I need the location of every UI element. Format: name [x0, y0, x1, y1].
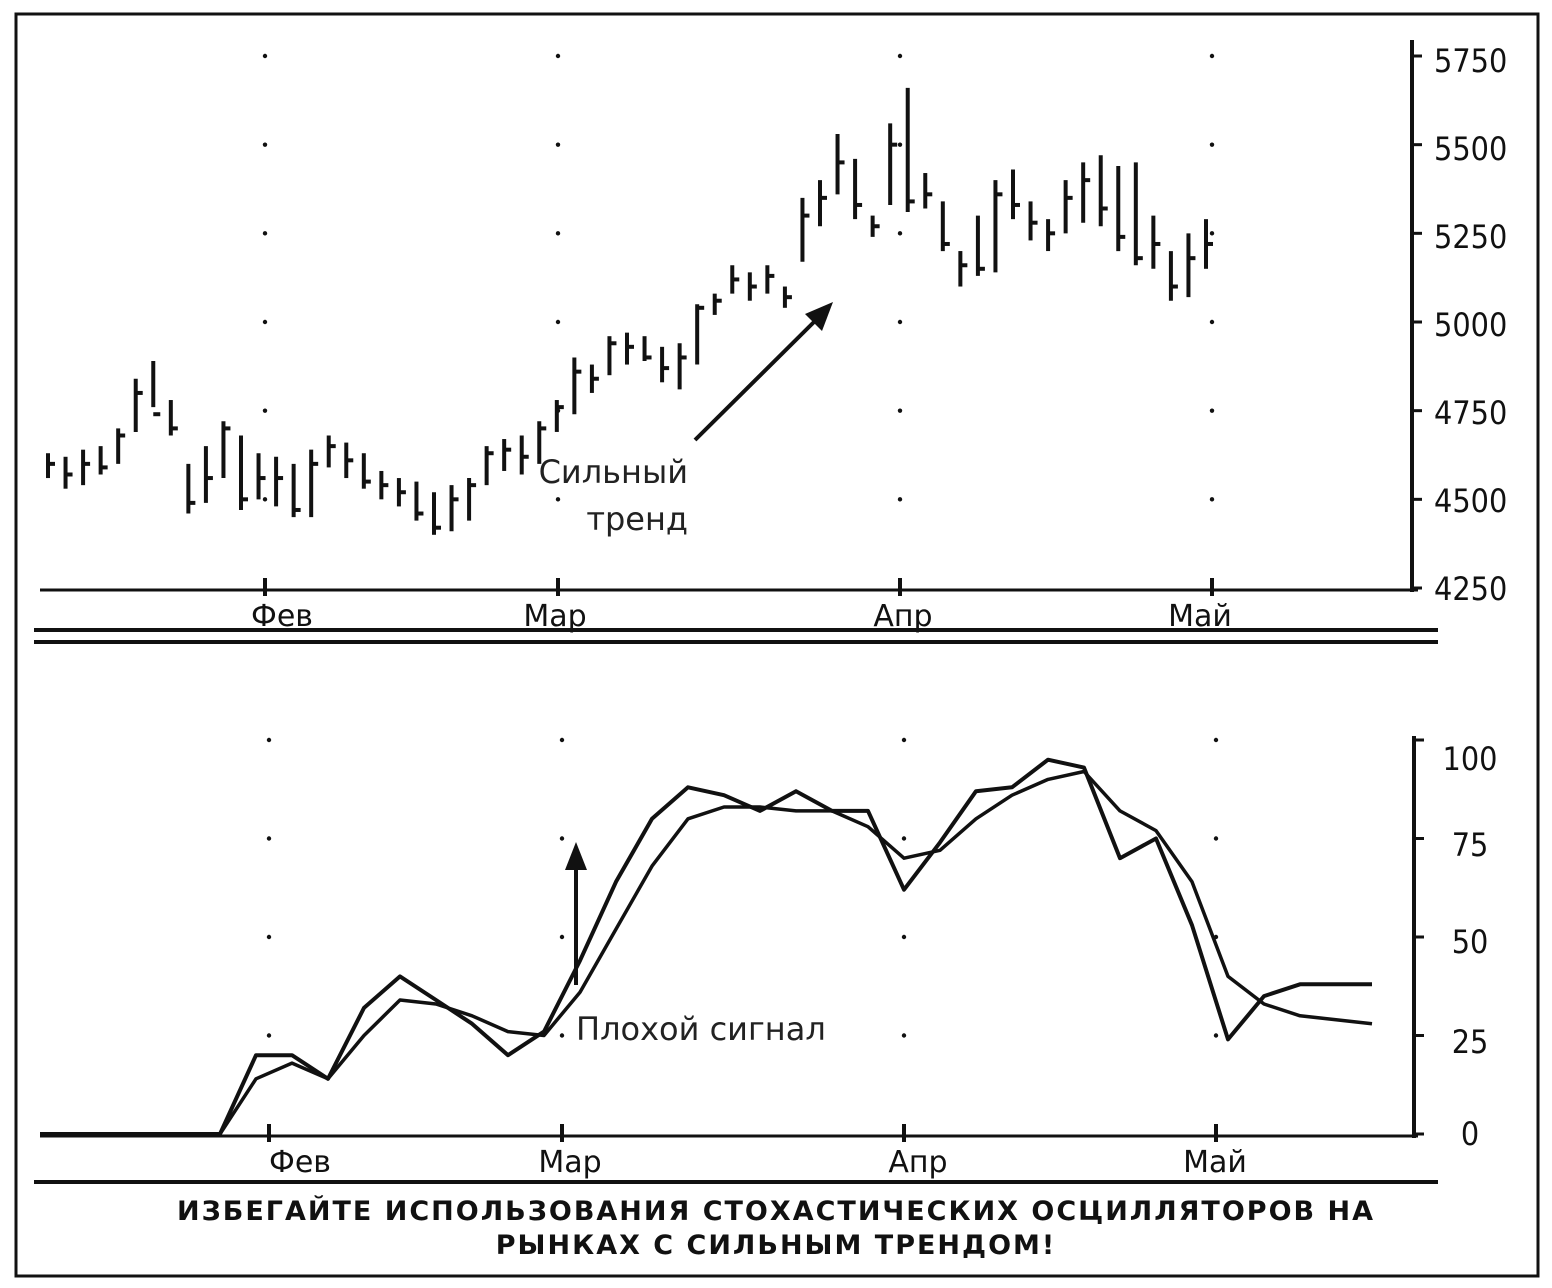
price-y-tick-label: 4250 — [1434, 570, 1507, 608]
price-grid-dot — [555, 53, 561, 59]
price-grid-dot — [897, 408, 903, 413]
price-y-tick-label: 5750 — [1434, 42, 1507, 80]
price-grid-dot — [262, 231, 268, 236]
price-grid-dots — [262, 53, 1215, 502]
price-y-tick-label: 4500 — [1434, 482, 1507, 520]
price-grid-dot — [555, 231, 561, 236]
caption-line-1: ИЗБЕГАЙТЕ ИСПОЛЬЗОВАНИЯ СТОХАСТИЧЕСКИХ О… — [177, 1195, 1375, 1227]
stochastic-grid-dot — [901, 737, 907, 743]
price-grid-dot — [555, 319, 561, 325]
stochastic-grid-dot — [1213, 1033, 1219, 1038]
trend-arrow-shaft — [693, 316, 820, 442]
price-y-tick-label: 5500 — [1434, 130, 1507, 168]
stochastic-d-line — [40, 769, 1373, 1136]
trend-arrow-head — [805, 302, 833, 331]
stochastic-lines — [40, 757, 1373, 1136]
stochastic-y-tick-label: 75 — [1452, 826, 1489, 864]
price-grid-dot — [1209, 319, 1215, 325]
price-bars — [46, 87, 1213, 535]
trend-annotation-line2: тренд — [586, 500, 688, 538]
price-grid-dot — [262, 497, 268, 502]
price-grid-dot — [897, 142, 903, 147]
stochastic-grid-dot — [266, 1033, 272, 1038]
price-grid-dot — [555, 142, 561, 147]
price-month-tick-marks — [263, 578, 1214, 596]
trend-annotation-line1: Сильный — [539, 453, 688, 491]
price-y-tick-label: 5250 — [1434, 218, 1507, 256]
price-y-tick-label: 5000 — [1434, 306, 1507, 344]
price-grid-dot — [262, 319, 268, 325]
price-chart-panel: Фев Мар Апр Май 5750 5500 5250 5000 4750… — [40, 40, 1507, 634]
stochastic-grid-dots — [266, 737, 1219, 1038]
outer-frame — [14, 12, 1540, 1278]
stochastic-y-tick-label: 0 — [1461, 1115, 1479, 1153]
price-grid-dot — [1209, 408, 1215, 413]
price-grid-dot — [262, 53, 268, 59]
stochastic-month-label-may: Май — [1183, 1145, 1247, 1180]
stochastic-y-tick-label: 50 — [1452, 923, 1489, 961]
stochastic-grid-dot — [266, 737, 272, 743]
price-grid-dot — [897, 231, 903, 236]
price-grid-dot — [897, 319, 903, 325]
price-grid-dot — [897, 497, 903, 502]
stochastic-chart-panel: Фев Мар Апр Май 100 75 50 25 0 Плохой си… — [40, 736, 1497, 1180]
stochastic-grid-dot — [559, 836, 565, 841]
signal-arrow-head — [565, 842, 587, 870]
price-grid-dot — [1209, 497, 1215, 502]
stochastic-month-tick-marks — [267, 1124, 1218, 1142]
stochastic-grid-dot — [266, 934, 272, 940]
price-grid-dot — [555, 497, 561, 502]
stochastic-month-label-mar: Мар — [538, 1145, 601, 1180]
stochastic-grid-dot — [901, 836, 907, 841]
price-grid-dot — [262, 408, 268, 413]
caption-line-2: РЫНКАХ С СИЛЬНЫМ ТРЕНДОМ! — [496, 1230, 1056, 1261]
stochastic-k-line — [40, 757, 1372, 1136]
stochastic-y-tick-label: 100 — [1443, 740, 1498, 778]
price-y-tick-marks — [1412, 54, 1422, 590]
stochastic-month-label-feb: Фев — [269, 1145, 331, 1180]
price-grid-dot — [897, 53, 903, 59]
stochastic-grid-dot — [559, 934, 565, 940]
stochastic-grid-dot — [559, 1033, 565, 1038]
stochastic-month-label-apr: Апр — [888, 1145, 947, 1180]
price-grid-dot — [1209, 53, 1215, 59]
signal-annotation: Плохой сигнал — [576, 1010, 826, 1048]
stochastic-grid-dot — [559, 737, 565, 743]
price-y-tick-label: 4750 — [1434, 394, 1507, 432]
stochastic-y-tick-marks — [1414, 738, 1424, 1136]
price-grid-dot — [1209, 231, 1215, 236]
stochastic-y-tick-label: 25 — [1452, 1023, 1489, 1061]
stochastic-grid-dot — [266, 836, 272, 841]
price-grid-dot — [262, 142, 268, 147]
stochastic-grid-dot — [901, 934, 907, 940]
price-grid-dot — [1209, 142, 1215, 147]
stochastic-grid-dot — [1213, 737, 1219, 743]
stochastic-grid-dot — [901, 1033, 907, 1038]
stochastic-grid-dot — [1213, 836, 1219, 841]
